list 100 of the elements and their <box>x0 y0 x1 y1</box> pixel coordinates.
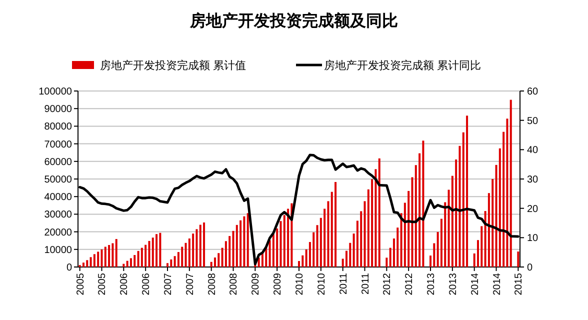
bar <box>386 258 388 267</box>
bar <box>433 243 436 267</box>
x-tick-label: 2010 <box>294 272 306 296</box>
y2-tick-label: 0 <box>527 262 533 274</box>
bar <box>144 244 147 267</box>
bar <box>181 246 184 267</box>
y-tick-label: 30000 <box>44 210 72 221</box>
x-tick-label: 2008 <box>228 272 240 296</box>
bar <box>159 232 162 267</box>
bar <box>349 242 352 267</box>
x-tick-label: 2007 <box>184 272 196 296</box>
x-tick-label: 2007 <box>162 272 174 296</box>
bar <box>82 262 84 267</box>
bar <box>108 245 110 267</box>
bar <box>246 213 249 267</box>
y-tick-label: 0 <box>66 262 72 274</box>
bar <box>170 259 172 267</box>
bar <box>115 239 118 267</box>
bar <box>86 260 88 267</box>
x-tick-label: 2013 <box>426 272 438 296</box>
bar <box>327 201 330 267</box>
bar <box>458 146 461 267</box>
bar <box>280 221 282 267</box>
bar <box>444 202 446 267</box>
x-tick-label: 2006 <box>119 272 130 296</box>
bar <box>492 179 494 267</box>
bar <box>240 220 242 267</box>
x-tick-label: 2008 <box>206 272 218 296</box>
bar <box>214 257 216 267</box>
bar <box>302 255 304 267</box>
y-tick-label: 80000 <box>44 122 72 133</box>
x-tick-label: 2011 <box>338 272 350 295</box>
chart-title: 房地产开发投资完成额及同比 <box>189 11 398 30</box>
x-tick-label: 2011 <box>360 272 372 295</box>
legend-label: 房地产开发投资完成额 累计值 <box>100 59 246 72</box>
bar <box>90 257 92 267</box>
bar <box>166 263 168 267</box>
bar <box>236 224 238 267</box>
x-tick-label: 2014 <box>470 272 481 296</box>
bar <box>130 258 132 267</box>
x-tick-label: 2013 <box>448 272 459 296</box>
y-tick-label: 20000 <box>44 227 72 238</box>
bar <box>93 254 96 267</box>
x-tick-label: 2014 <box>492 272 503 296</box>
bar <box>396 228 399 267</box>
bar <box>466 116 468 267</box>
bar <box>134 255 136 267</box>
bar <box>506 118 508 267</box>
y2-tick-label: 20 <box>527 204 539 215</box>
y-tick-label: 70000 <box>44 139 72 150</box>
y-tick-label: 90000 <box>44 104 72 116</box>
bar <box>510 100 512 267</box>
bar <box>156 234 158 267</box>
y-tick-label: 50000 <box>44 174 72 186</box>
y-tick-label: 10000 <box>44 244 72 256</box>
bar <box>243 216 246 267</box>
x-tick-label: 2012 <box>382 272 394 296</box>
bar <box>100 249 103 267</box>
bar <box>148 240 150 267</box>
y2-tick-label: 50 <box>527 116 539 127</box>
bar <box>480 226 483 267</box>
y-tick-label: 40000 <box>44 192 72 204</box>
bar <box>210 262 212 267</box>
bar <box>517 252 520 267</box>
y2-tick-label: 40 <box>527 145 539 156</box>
y2-tick-label: 10 <box>527 233 539 244</box>
bar <box>126 260 128 267</box>
x-tick-label: 2009 <box>250 272 262 296</box>
bar <box>265 248 268 267</box>
y-tick-label: 60000 <box>44 156 72 168</box>
bar <box>312 232 315 267</box>
legend-label: 房地产开发投资完成额 累计同比 <box>324 59 482 72</box>
bar <box>112 243 114 267</box>
bar <box>203 222 206 267</box>
bar <box>218 253 220 267</box>
bar <box>104 246 106 267</box>
bar <box>97 252 100 267</box>
y2-tick-label: 60 <box>527 86 539 98</box>
bar <box>140 248 143 267</box>
y-tick-label: 100000 <box>38 86 72 98</box>
x-tick-label: 2006 <box>141 272 152 296</box>
x-tick-label: 2010 <box>316 272 328 296</box>
x-tick-label: 2009 <box>272 272 284 296</box>
y2-tick-label: 30 <box>527 174 539 186</box>
x-tick-label: 2012 <box>404 272 416 296</box>
x-tick-label: 2005 <box>97 272 108 296</box>
bar <box>196 229 198 267</box>
bar <box>422 140 424 267</box>
bar <box>174 256 176 267</box>
bar <box>374 169 377 267</box>
bar <box>411 177 414 267</box>
x-tick-label: 2015 <box>514 272 525 296</box>
bar <box>378 158 380 267</box>
bar <box>122 264 125 267</box>
bar <box>184 242 187 267</box>
bar <box>199 224 202 267</box>
bar <box>334 182 337 267</box>
bar <box>152 238 154 267</box>
bar <box>137 250 140 267</box>
x-tick-label: 2005 <box>75 272 86 296</box>
